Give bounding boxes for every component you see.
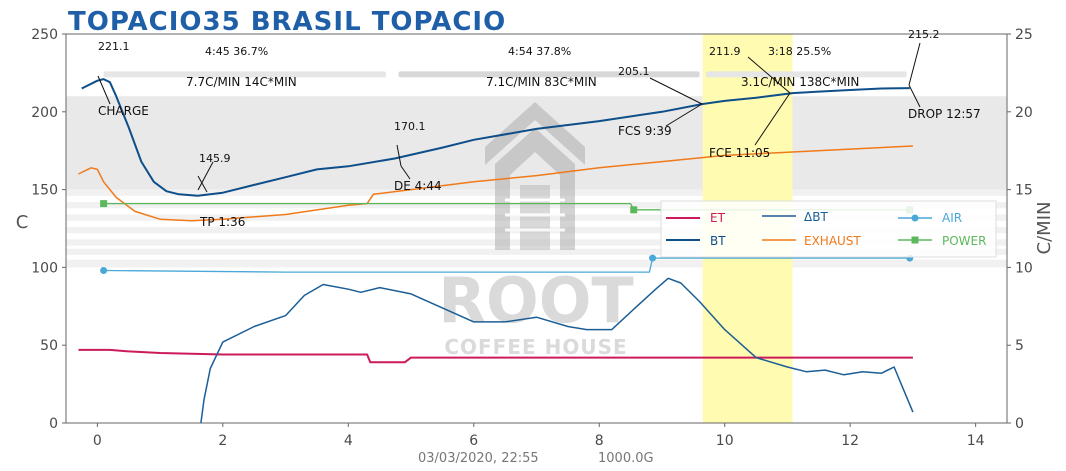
y2-tick-label: 15 — [1015, 183, 1033, 199]
series-air-marker — [100, 267, 108, 275]
series-layer — [78, 78, 914, 424]
charge-pointer — [97, 75, 111, 105]
fcs-pointer — [665, 103, 703, 127]
fcs-temp-pointer — [649, 77, 703, 105]
y-tick-label: 150 — [31, 183, 58, 199]
x-tick-label: 0 — [93, 433, 102, 449]
series-et-line — [78, 348, 913, 364]
legend-dbt-label: ΔBT — [804, 210, 828, 224]
x-tick-label: 2 — [218, 433, 227, 449]
legend-exhaust-label: EXHAUST — [804, 234, 861, 248]
drop-temp: 215.2 — [908, 28, 940, 41]
phase-bar-drying — [103, 71, 386, 78]
y2-tick-label: 25 — [1015, 27, 1033, 43]
y2-axis-label: C/MIN — [1034, 202, 1055, 255]
fce-temp: 211.9 — [709, 45, 741, 58]
drop-label: DROP 12:57 — [908, 107, 981, 121]
x-tick-label: 14 — [967, 433, 985, 449]
background-stripe — [66, 259, 1007, 268]
tp-pointer — [197, 175, 208, 193]
series-air-line — [103, 257, 910, 273]
fcs-label: FCS 9:39 — [618, 124, 672, 138]
phase-bar-maillard — [398, 71, 700, 78]
legend-et-label: ET — [710, 211, 726, 225]
legend-power-label: POWER — [942, 234, 986, 248]
watermark-subtitle: COFFEE HOUSE — [444, 335, 627, 359]
y-axis-label: C — [16, 212, 29, 233]
footer-datetime: 03/03/2020, 22:55 — [418, 451, 539, 466]
y-tick-label: 50 — [40, 338, 58, 354]
legend-air-label: AIR — [942, 211, 962, 225]
legend: ET BT ΔBT EXHAUST AIR POWER — [660, 200, 997, 258]
phase-bars — [103, 71, 907, 78]
x-tick-label: 8 — [595, 433, 604, 449]
x-tick-label: 10 — [716, 433, 734, 449]
background-stripe — [66, 248, 1007, 255]
fce-temp-pointer — [747, 56, 791, 94]
y-tick-label: 250 — [31, 27, 58, 43]
event-annotations — [97, 42, 921, 193]
chart-title: TOPACIO35 BRASIL TOPACIO — [68, 7, 506, 37]
de-temp-pointer — [396, 144, 402, 167]
fce-label: FCE 11:05 — [709, 146, 770, 160]
de-temp: 170.1 — [394, 120, 426, 133]
series-power-marker — [100, 200, 108, 208]
charge-temp: 221.1 — [98, 40, 130, 53]
development-time-pct: 3:18 25.5% — [768, 45, 831, 58]
x-tick-label: 6 — [469, 433, 478, 449]
y2-tick-label: 5 — [1015, 338, 1024, 354]
tp-label: TP 1:36 — [199, 215, 245, 229]
y2-tick-label: 10 — [1015, 260, 1033, 276]
tp-temp-pointer — [197, 161, 214, 191]
series-dbt-line — [200, 277, 914, 424]
legend-box — [660, 200, 997, 258]
series-power-marker — [630, 206, 638, 214]
y-tick-label: 0 — [49, 416, 58, 432]
plot-frame — [65, 33, 1008, 424]
series-air-marker — [649, 254, 657, 262]
maillard-rates: 7.1C/MIN 83C*MIN — [486, 75, 597, 89]
de-label: DE 4:44 — [394, 179, 442, 193]
phase-stats: 4:45 36.7% 7.7C/MIN 14C*MIN 4:54 37.8% 7… — [186, 45, 859, 89]
drying-time-pct: 4:45 36.7% — [205, 45, 268, 58]
y2-tick-label: 0 — [1015, 416, 1024, 432]
y2-tick-label: 20 — [1015, 105, 1033, 121]
x-tick-label: 12 — [841, 433, 859, 449]
development-rates: 3.1C/MIN 138C*MIN — [741, 75, 859, 89]
watermark-title: ROOT — [438, 264, 633, 337]
maillard-time-pct: 4:54 37.8% — [508, 45, 571, 58]
drop-temp-pointer — [908, 42, 921, 86]
legend-bt-label: BT — [710, 234, 726, 248]
series-exhaust-line — [78, 145, 913, 222]
series-bt-line — [81, 78, 910, 197]
y-tick-label: 100 — [31, 260, 58, 276]
drop-pointer — [908, 84, 921, 108]
y-tick-label: 200 — [31, 105, 58, 121]
x-tick-label: 4 — [344, 433, 353, 449]
event-labels: 221.1 CHARGE 145.9 TP 1:36 170.1 DE 4:44… — [98, 28, 981, 229]
charge-label: CHARGE — [98, 104, 149, 118]
phase-bar-development — [705, 71, 907, 78]
watermark: ROOT COFFEE HOUSE — [438, 102, 634, 359]
fcs-temp: 205.1 — [618, 65, 650, 78]
tp-temp: 145.9 — [199, 152, 231, 165]
fce-pointer — [754, 92, 791, 146]
legend-power-marker — [911, 236, 919, 244]
de-pointer — [400, 165, 411, 180]
legend-air-marker — [911, 214, 919, 222]
footer-weight: 1000.0G — [598, 451, 654, 466]
drying-rates: 7.7C/MIN 14C*MIN — [186, 75, 297, 89]
